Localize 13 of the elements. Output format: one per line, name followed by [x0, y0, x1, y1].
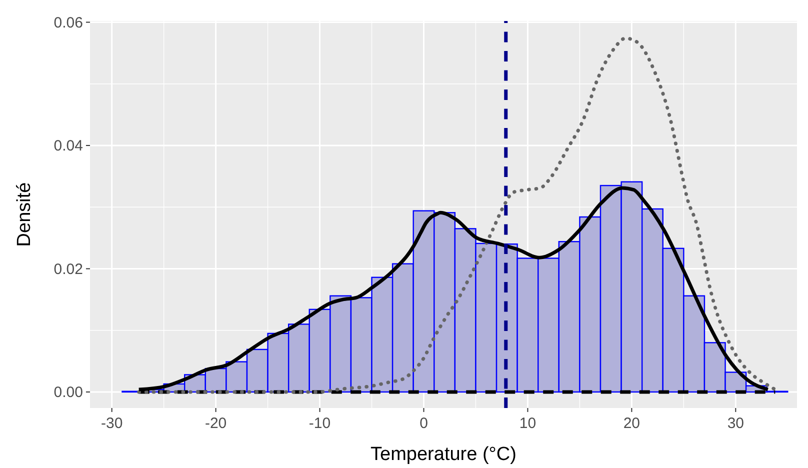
x-tick-label: -30: [100, 415, 123, 432]
x-tick-label: -20: [204, 415, 227, 432]
x-tick-label: 20: [623, 415, 640, 432]
x-tick-label: 0: [420, 415, 428, 432]
y-tick-label: 0.06: [54, 14, 83, 32]
x-tick-label: 30: [727, 415, 744, 432]
x-tick-label: 10: [519, 415, 536, 432]
y-tick-label: 0.02: [54, 260, 83, 278]
x-tick-label: -10: [308, 415, 331, 432]
y-tick-label: 0.04: [54, 138, 83, 155]
x-axis-title: Temperature (°C): [370, 444, 516, 465]
y-axis-title: Densité: [14, 182, 35, 247]
y-tick-label: 0.00: [54, 384, 83, 402]
